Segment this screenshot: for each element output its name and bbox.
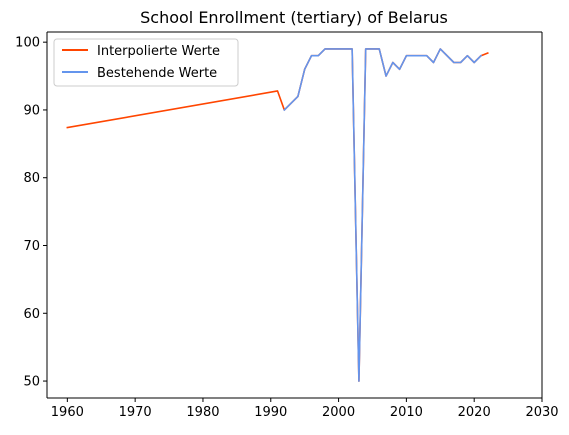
legend-box [53, 38, 239, 87]
axes-frame [46, 31, 543, 399]
x-tick-label: 2000 [322, 405, 355, 420]
x-tick-label: 1980 [186, 405, 219, 420]
legend: Interpolierte Werte Bestehende Werte [53, 38, 239, 87]
chart-title: School Enrollment (tertiary) of Belarus [140, 8, 448, 27]
plot-area: 1960 1970 1980 1990 2000 2010 2020 2030 50 60 70 8… [15, 31, 559, 420]
plot-frame [47, 32, 542, 398]
legend-label-existing: Bestehende Werte [97, 66, 217, 81]
x-tick-label: 2010 [390, 405, 423, 420]
y-tick-label: 60 [23, 307, 40, 322]
x-tick-label: 2020 [458, 405, 491, 420]
x-tick-label: 1960 [51, 405, 84, 420]
y-tick-label: 100 [15, 36, 40, 51]
x-axis-ticks: 1960 1970 1980 1990 2000 2010 2020 2030 [51, 398, 559, 420]
y-tick-label: 80 [23, 171, 40, 186]
x-tick-label: 2030 [525, 405, 558, 420]
x-tick-label: 1990 [254, 405, 287, 420]
y-axis-ticks: 50 60 70 80 90 100 [15, 36, 47, 390]
series-line-existing [283, 48, 483, 382]
x-tick-label: 1970 [119, 405, 152, 420]
series-layer [66, 48, 489, 382]
y-tick-label: 90 [23, 103, 40, 118]
y-tick-label: 70 [23, 239, 40, 254]
y-tick-label: 50 [23, 375, 40, 390]
legend-label-interpolated: Interpolierte Werte [97, 44, 220, 59]
